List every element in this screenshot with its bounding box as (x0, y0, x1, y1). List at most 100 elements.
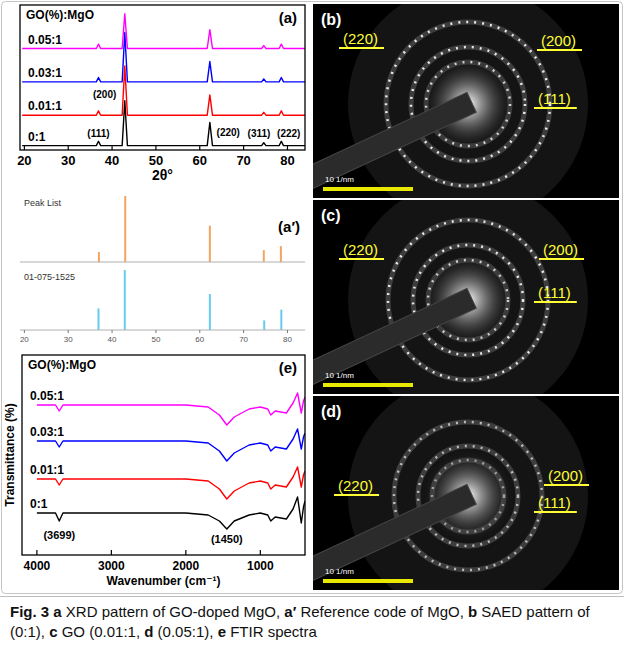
panel-letter: (d) (321, 403, 341, 420)
caption-key: b (468, 603, 477, 620)
caption-key: d (144, 623, 153, 640)
peak-annotation: (311) (248, 128, 271, 139)
x-tick (185, 550, 186, 555)
x-tick-label: 1000 (247, 559, 274, 573)
x-tick (260, 550, 261, 555)
plot-frame (22, 355, 305, 555)
caption-key: c (49, 623, 57, 640)
series-line (37, 393, 305, 425)
label-underline (339, 258, 384, 260)
saed-image (313, 200, 619, 394)
series-line (22, 33, 305, 82)
beam-stopper-bar (313, 288, 476, 392)
stem (209, 294, 211, 330)
x-tick-label: 20 (20, 335, 29, 344)
x-tick-label: 80 (283, 335, 292, 344)
stem (280, 246, 282, 262)
x-tick-label: 20 (17, 153, 31, 168)
scale-bar-label: 10 1/nm (325, 567, 354, 576)
plane-label: (200) (543, 241, 578, 258)
stem (263, 250, 265, 262)
x-tick-label: 60 (193, 153, 207, 168)
plane-label: (111) (538, 494, 571, 511)
legend-label: 0.05:1 (30, 389, 64, 403)
caption: Fig. 3 a XRD pattern of GO-doped MgO, a′… (0, 596, 624, 642)
x-tick-label: 40 (108, 335, 117, 344)
stem (97, 308, 99, 330)
x-tick-label: 50 (151, 335, 160, 344)
plane-label: (220) (343, 241, 378, 258)
caption-key: a (53, 603, 61, 620)
series-label: 01-075-1525 (24, 272, 75, 282)
peak-annotation: (3699) (43, 529, 75, 541)
x-tick (68, 330, 69, 333)
beam-stopper (313, 484, 476, 588)
series-line (37, 429, 305, 461)
legend-label: 0.01:1 (28, 99, 62, 113)
label-underline (534, 511, 577, 513)
legend-label: 0.03:1 (28, 66, 62, 80)
stem (280, 310, 282, 330)
stem (98, 252, 100, 262)
x-tick-label: 60 (195, 335, 204, 344)
x-tick-label: 70 (239, 335, 248, 344)
stem (263, 320, 265, 330)
x-tick (68, 145, 69, 150)
legend-title: GO(%):MgO (26, 8, 94, 22)
scale-bar (323, 187, 413, 191)
legend-label: 0.03:1 (30, 425, 64, 439)
caption-text: Reference code of MgO, (300, 603, 463, 620)
x-tick-label: 30 (64, 335, 73, 344)
x-tick-label: 2000 (172, 559, 199, 573)
legend-label: 0:1 (28, 130, 46, 144)
label-underline (544, 484, 589, 486)
saed-image (313, 4, 619, 198)
x-tick (199, 330, 200, 333)
x-tick-label: 50 (149, 153, 163, 168)
series-line (37, 467, 305, 499)
caption-text: XRD pattern of GO-doped MgO, (66, 603, 280, 620)
stem (209, 226, 211, 262)
caption-key: a′ (284, 603, 296, 620)
x-tick-label: 4000 (24, 559, 51, 573)
x-tick (24, 330, 25, 333)
y-axis-title: Transmittance (%) (3, 403, 17, 506)
label-underline (334, 494, 379, 496)
x-tick (287, 145, 288, 150)
series-label: Peak List (24, 198, 62, 208)
peak-annotation: (200) (93, 89, 116, 100)
scale-bar-label: 10 1/nm (325, 371, 354, 380)
beam-stopper (313, 92, 476, 196)
caption-text: (0.05:1), (158, 623, 214, 640)
label-underline (539, 258, 584, 260)
peak-annotation: (1450) (211, 533, 243, 545)
plane-label: (111) (538, 90, 571, 107)
legend-label: 0.01:1 (30, 463, 64, 477)
label-underline (534, 107, 577, 109)
scale-bar (323, 383, 413, 387)
plane-label: (111) (538, 284, 571, 301)
label-underline (534, 301, 577, 303)
x-tick-label: 3000 (98, 559, 125, 573)
x-tick-label: 30 (61, 153, 75, 168)
caption-key: e (218, 623, 226, 640)
legend-label: 0.05:1 (28, 33, 62, 47)
x-tick (243, 330, 244, 333)
peak-annotation: (220) (217, 127, 240, 138)
x-tick-label: 80 (280, 153, 294, 168)
panel-letter: (a′) (278, 218, 300, 235)
beam-stopper-bar (313, 92, 476, 196)
band-baseline (20, 262, 305, 263)
x-tick-label: 40 (105, 153, 119, 168)
plane-label: (200) (548, 467, 583, 484)
plot-marks (98, 196, 281, 330)
series-line (22, 66, 305, 115)
x-axis-title: Wavenumber (cm⁻¹) (107, 574, 221, 588)
label-underline (339, 47, 384, 49)
plane-label: (220) (338, 477, 373, 494)
x-tick (111, 145, 112, 150)
plane-label: (200) (541, 32, 576, 49)
band-baseline (20, 330, 305, 331)
panel-letter: (b) (321, 11, 341, 28)
panel-letter: (e) (279, 359, 297, 376)
